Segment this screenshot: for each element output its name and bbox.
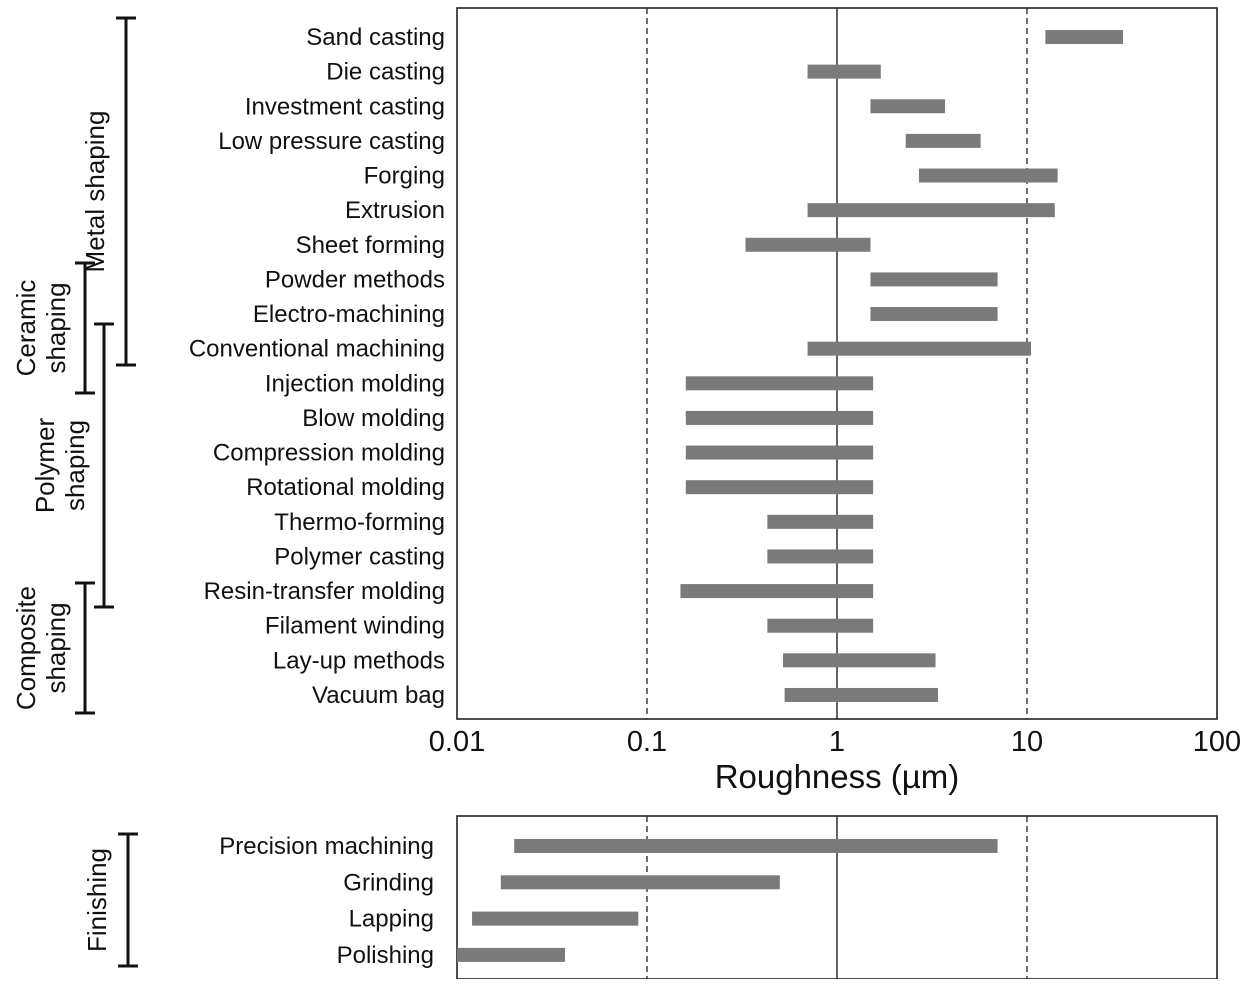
group-label: Metal shaping (80, 111, 110, 273)
category-label: Blow molding (302, 405, 445, 432)
bar (767, 514, 874, 529)
bar (918, 168, 1058, 183)
category-label: Rotational molding (246, 474, 445, 501)
category-label: Sheet forming (296, 232, 445, 259)
category-label: Grinding (343, 869, 434, 896)
group-label-line: Ceramic (11, 280, 41, 377)
bar (807, 203, 1055, 218)
bar (685, 376, 874, 391)
group-label: Finishing (82, 848, 112, 952)
bar (783, 653, 936, 668)
category-label: Compression molding (213, 440, 445, 467)
category-label: Precision machining (219, 833, 434, 860)
chart-panel-1: Sand casting Die casting Investment castin… (11, 7, 1241, 795)
bar (905, 133, 981, 148)
category-label: Vacuum bag (312, 682, 445, 709)
bar (784, 687, 938, 702)
bar (685, 480, 874, 495)
category-label: Die casting (326, 59, 445, 86)
category-label: Powder methods (265, 266, 445, 293)
category-label: Lay-up methods (273, 647, 445, 674)
category-label: Conventional machining (189, 336, 445, 363)
bar (807, 64, 881, 79)
category-label: Injection molding (265, 370, 445, 397)
x-tick-label: 0.01 (429, 726, 485, 758)
bar (767, 618, 874, 633)
group-label-line: Composite (11, 586, 41, 710)
category-label: Thermo-forming (274, 509, 445, 536)
category-label: Investment casting (245, 93, 445, 120)
group-label: Polymershaping (30, 417, 90, 513)
category-label: Low pressure casting (218, 128, 445, 155)
chart-panel-2: Precision machining Grinding Lapping Polish… (82, 815, 1218, 980)
bar (870, 272, 998, 287)
x-tick-label: 0.1 (627, 726, 667, 758)
bar (870, 307, 998, 322)
category-label: Forging (364, 163, 445, 190)
group-label-line: Finishing (82, 848, 112, 952)
x-tick-label: 1 (829, 726, 845, 758)
category-label: Electro-machining (253, 301, 445, 328)
bar (767, 549, 874, 564)
x-axis-title: Roughness (µm) (715, 758, 960, 795)
group-label: Ceramicshaping (11, 280, 71, 377)
bar (685, 445, 874, 460)
bar (807, 341, 1032, 356)
category-label: Extrusion (345, 197, 445, 224)
group-label-line: Polymer (30, 417, 60, 513)
category-label: Resin-transfer molding (204, 578, 445, 605)
category-label: Polishing (337, 942, 434, 969)
plot-frame (456, 7, 1218, 720)
bar (870, 99, 945, 114)
group-label-line: shaping (41, 602, 71, 693)
bar (472, 911, 639, 926)
bar (685, 410, 874, 425)
x-tick-label: 10 (1011, 726, 1043, 758)
bar (500, 875, 780, 890)
category-label: Polymer casting (274, 543, 445, 570)
category-label: Lapping (349, 906, 434, 933)
group-label: Compositeshaping (11, 586, 71, 710)
bar (514, 839, 998, 853)
group-label-line: shaping (41, 282, 71, 373)
bar (457, 947, 565, 962)
bar (745, 237, 871, 252)
group-label-line: shaping (60, 420, 90, 511)
bar (1045, 30, 1123, 44)
category-label: Sand casting (306, 24, 445, 51)
x-tick-label: 100 (1193, 726, 1241, 758)
group-label-line: Metal shaping (80, 111, 110, 273)
bar (680, 584, 874, 599)
category-label: Filament winding (265, 613, 445, 640)
